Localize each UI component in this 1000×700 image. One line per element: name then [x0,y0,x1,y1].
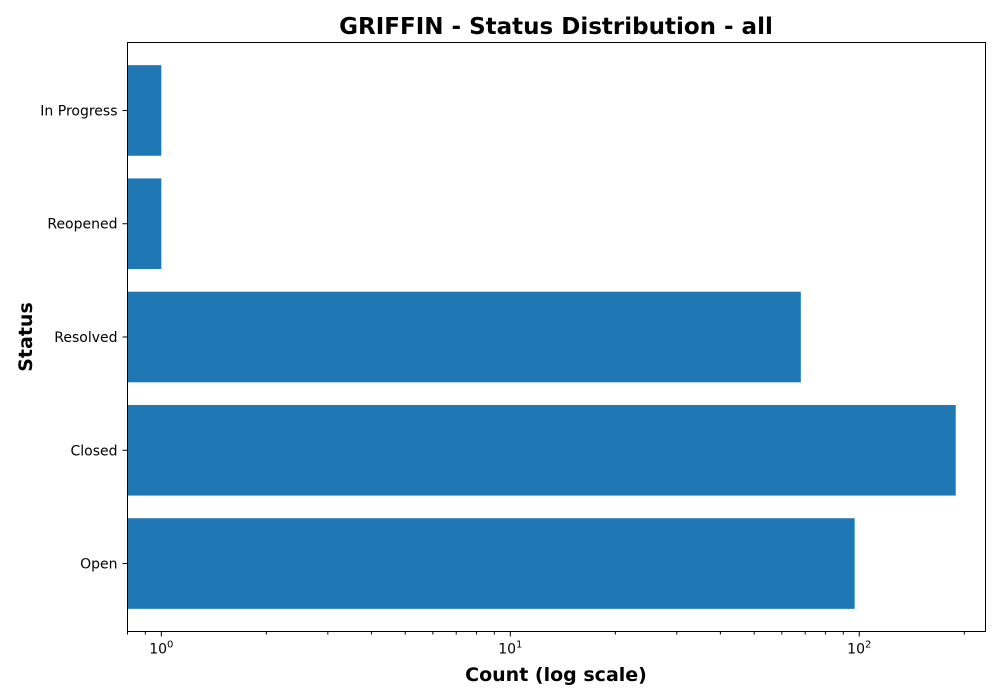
y-tick-label: Closed [70,443,117,459]
y-axis-label: Status [15,302,37,372]
x-tick-label: 101 [498,640,522,658]
y-tick-label: Open [80,557,117,573]
bars-group [127,65,956,609]
bar-resolved [127,291,801,383]
x-tick-label: 102 [847,640,871,658]
chart-title: GRIFFIN - Status Distribution - all [339,14,773,40]
x-tick-label: 100 [149,640,173,658]
bar-closed [127,404,956,496]
y-axis-ticks: In Progress Reopened Resolved Closed Open [40,103,128,573]
x-axis-ticks: 100 101 102 [127,631,965,658]
plot-frame [127,42,986,632]
y-tick-label: Resolved [54,330,117,346]
bar-reopened [127,178,162,270]
y-tick-label: Reopened [47,217,117,233]
y-tick-label: In Progress [40,103,117,119]
bar-in-progress [127,65,162,156]
bar-open [127,518,855,609]
x-axis-label: Count (log scale) [465,664,647,686]
